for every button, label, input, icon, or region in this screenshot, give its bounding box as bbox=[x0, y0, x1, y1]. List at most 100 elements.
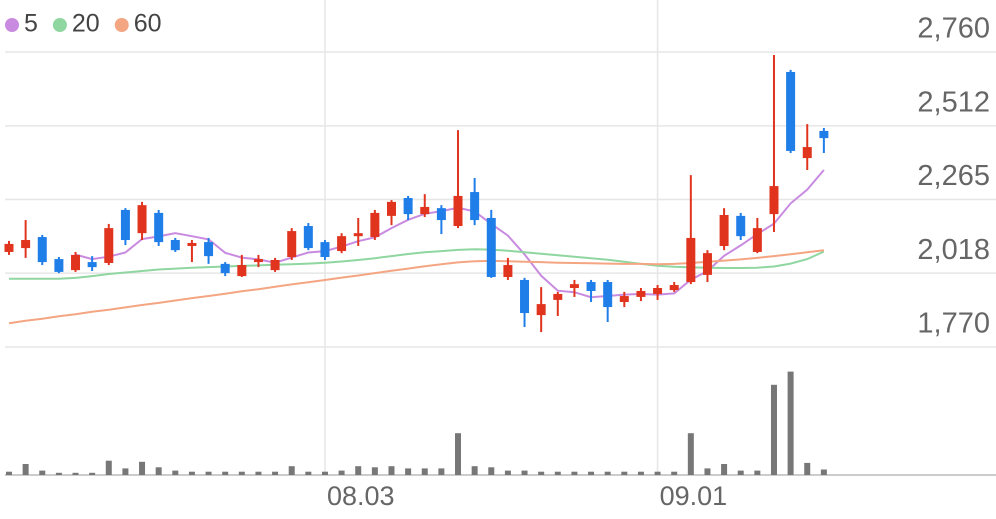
candle-body bbox=[436, 208, 446, 221]
volume-bar bbox=[804, 462, 811, 475]
volume-bar bbox=[554, 471, 561, 475]
candle-body bbox=[503, 265, 513, 277]
volume-bar bbox=[671, 471, 678, 475]
volume-bar bbox=[72, 472, 79, 475]
x-tick-label: 08.03 bbox=[327, 481, 395, 511]
volume-bar bbox=[371, 467, 378, 475]
volume-bar bbox=[687, 433, 694, 475]
volume-bar bbox=[355, 466, 362, 475]
candle-body bbox=[786, 71, 796, 151]
y-tick-label: 2,018 bbox=[917, 234, 990, 266]
candle-body bbox=[702, 253, 712, 275]
volume-bar bbox=[321, 471, 328, 475]
ma-line bbox=[8, 249, 825, 325]
volume-bar bbox=[504, 470, 511, 475]
candle-body bbox=[120, 209, 130, 241]
volume-bar bbox=[637, 471, 644, 475]
candle-body bbox=[769, 186, 779, 215]
legend-dot bbox=[52, 18, 67, 32]
candle-body bbox=[619, 296, 629, 303]
candle-body bbox=[486, 217, 496, 277]
candle-body bbox=[270, 259, 280, 271]
candle-body bbox=[586, 282, 596, 291]
volume-bar bbox=[388, 466, 395, 475]
legend-label: 60 bbox=[134, 10, 162, 38]
candle-body bbox=[669, 285, 679, 291]
candle-body bbox=[104, 228, 114, 263]
candle-body bbox=[553, 293, 563, 300]
volume-bar bbox=[405, 468, 412, 475]
y-tick-label: 2,760 bbox=[917, 13, 990, 45]
volume-bar bbox=[421, 468, 428, 475]
legend-label: 20 bbox=[72, 10, 100, 38]
volume-bar bbox=[471, 466, 478, 475]
y-tick-label: 2,512 bbox=[917, 87, 990, 119]
candle-body bbox=[237, 265, 247, 277]
volume-bar bbox=[438, 468, 445, 475]
volume-bar bbox=[222, 471, 229, 475]
volume-bar bbox=[22, 464, 29, 475]
candle-body bbox=[4, 243, 14, 252]
candle-body bbox=[569, 284, 579, 288]
volume-bar bbox=[288, 466, 295, 475]
volume-bar bbox=[155, 467, 162, 475]
volume-bar bbox=[654, 471, 661, 475]
volume-bar bbox=[571, 471, 578, 475]
volume-bar bbox=[521, 470, 528, 475]
volume-bar bbox=[122, 468, 129, 475]
candle-body bbox=[752, 228, 762, 252]
candle-body bbox=[253, 259, 263, 263]
candle-body bbox=[802, 147, 812, 159]
candle-body bbox=[37, 237, 47, 263]
legend-dot bbox=[5, 18, 19, 32]
candle-body bbox=[536, 304, 546, 316]
volume-bar bbox=[737, 470, 744, 475]
candle-body bbox=[736, 215, 746, 237]
volume-bar bbox=[538, 471, 545, 475]
candle-body bbox=[287, 231, 297, 258]
candle-body bbox=[87, 262, 97, 268]
legend-label: 5 bbox=[24, 10, 38, 38]
candle-body bbox=[54, 259, 64, 272]
x-tick-label: 09.01 bbox=[660, 481, 728, 511]
candle-body bbox=[303, 226, 313, 249]
volume-bar bbox=[238, 471, 245, 475]
candle-body bbox=[453, 195, 463, 227]
candle-body bbox=[520, 279, 530, 314]
volume-bar bbox=[770, 384, 777, 475]
volume-bar bbox=[255, 471, 262, 475]
volume-bar bbox=[721, 464, 728, 475]
volume-bar bbox=[604, 471, 611, 475]
volume-bar bbox=[139, 461, 146, 475]
volume-bar bbox=[787, 371, 794, 475]
volume-bar bbox=[488, 467, 495, 475]
candle-body bbox=[603, 282, 613, 308]
candle-body bbox=[636, 290, 646, 297]
candle-body bbox=[653, 288, 663, 294]
volume-bar bbox=[55, 472, 62, 475]
volume-bar bbox=[172, 470, 179, 475]
volume-bar bbox=[205, 471, 212, 475]
volume-bar bbox=[338, 470, 345, 475]
candle-body bbox=[353, 233, 363, 237]
candle-body bbox=[470, 192, 480, 221]
volume-bar bbox=[188, 471, 195, 475]
candle-body bbox=[420, 206, 430, 215]
candle-body bbox=[137, 205, 147, 234]
volume-bar bbox=[588, 471, 595, 475]
candle-body bbox=[204, 242, 214, 257]
candle-body bbox=[337, 236, 347, 252]
y-tick-label: 1,770 bbox=[917, 308, 990, 340]
volume-bar bbox=[39, 470, 46, 475]
volume-bar bbox=[704, 468, 711, 475]
volume-bar bbox=[89, 472, 96, 475]
ma-line bbox=[75, 169, 825, 299]
volume-bar bbox=[820, 469, 827, 475]
volume-bar bbox=[105, 460, 112, 475]
candle-body bbox=[370, 212, 380, 238]
volume-bar bbox=[754, 470, 761, 475]
candle-body bbox=[170, 240, 180, 251]
candle-body bbox=[154, 212, 164, 243]
candle-body bbox=[21, 240, 31, 249]
